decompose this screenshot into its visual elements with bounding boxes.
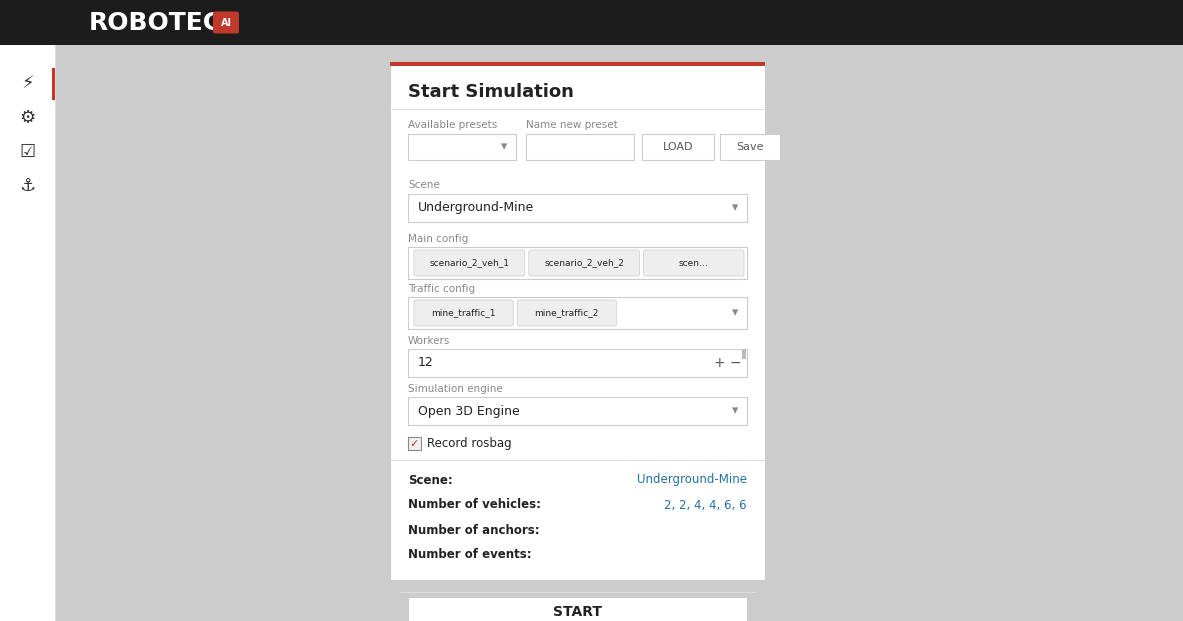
Text: Start Simulation: Start Simulation bbox=[408, 83, 574, 101]
Text: LOAD: LOAD bbox=[662, 142, 693, 152]
Text: Number of events:: Number of events: bbox=[408, 548, 531, 561]
Bar bbox=[408, 597, 746, 621]
Bar bbox=[742, 349, 746, 359]
Text: 12: 12 bbox=[418, 356, 434, 369]
Text: Scene: Scene bbox=[408, 180, 440, 190]
Text: ⚓: ⚓ bbox=[19, 177, 35, 195]
Text: ⚙: ⚙ bbox=[19, 109, 35, 127]
Bar bbox=[408, 397, 746, 425]
Text: ▾: ▾ bbox=[732, 307, 738, 319]
Bar bbox=[0, 0, 1183, 45]
FancyBboxPatch shape bbox=[644, 250, 744, 276]
Text: Traffic config: Traffic config bbox=[408, 284, 476, 294]
Bar bbox=[408, 349, 746, 377]
Bar bbox=[408, 247, 746, 279]
Text: scenario_2_veh_2: scenario_2_veh_2 bbox=[544, 258, 625, 268]
Text: ▾: ▾ bbox=[500, 140, 508, 153]
Text: 2, 2, 4, 4, 6, 6: 2, 2, 4, 4, 6, 6 bbox=[665, 499, 746, 512]
Text: ✓: ✓ bbox=[409, 438, 419, 448]
Bar bbox=[408, 437, 421, 450]
Bar bbox=[408, 297, 746, 329]
Text: Workers: Workers bbox=[408, 336, 451, 346]
Text: AI: AI bbox=[220, 17, 232, 27]
Text: Save: Save bbox=[736, 142, 764, 152]
FancyBboxPatch shape bbox=[517, 300, 616, 326]
Bar bbox=[390, 62, 765, 66]
Bar bbox=[642, 134, 715, 160]
Text: Number of vehicles:: Number of vehicles: bbox=[408, 499, 541, 512]
FancyBboxPatch shape bbox=[390, 62, 765, 580]
Bar bbox=[0, 45, 54, 621]
Text: Name new preset: Name new preset bbox=[526, 120, 618, 130]
Text: Main config: Main config bbox=[408, 234, 468, 244]
Text: Simulation engine: Simulation engine bbox=[408, 384, 503, 394]
Text: Scene:: Scene: bbox=[408, 473, 453, 486]
Text: ▾: ▾ bbox=[732, 201, 738, 214]
Text: −: − bbox=[729, 356, 741, 370]
Text: ▾: ▾ bbox=[732, 404, 738, 417]
Text: mine_traffic_1: mine_traffic_1 bbox=[432, 309, 496, 317]
Text: ROBOTEC: ROBOTEC bbox=[89, 11, 221, 35]
Text: START: START bbox=[552, 605, 602, 619]
Bar bbox=[526, 134, 634, 160]
Text: Available presets: Available presets bbox=[408, 120, 497, 130]
Text: ☑: ☑ bbox=[19, 143, 35, 161]
Text: scen…: scen… bbox=[679, 258, 709, 268]
Bar bbox=[408, 194, 746, 222]
FancyBboxPatch shape bbox=[414, 250, 525, 276]
Text: mine_traffic_2: mine_traffic_2 bbox=[535, 309, 599, 317]
Text: ⚡: ⚡ bbox=[21, 75, 34, 93]
Text: Open 3D Engine: Open 3D Engine bbox=[418, 404, 519, 417]
Text: Record rosbag: Record rosbag bbox=[427, 437, 511, 450]
FancyBboxPatch shape bbox=[529, 250, 640, 276]
Bar bbox=[408, 134, 516, 160]
Bar bbox=[52, 68, 54, 100]
Text: +: + bbox=[713, 356, 725, 370]
FancyBboxPatch shape bbox=[414, 300, 513, 326]
Text: Underground-Mine: Underground-Mine bbox=[418, 201, 535, 214]
Text: Number of anchors:: Number of anchors: bbox=[408, 524, 539, 537]
Text: Underground-Mine: Underground-Mine bbox=[636, 473, 746, 486]
FancyBboxPatch shape bbox=[213, 12, 239, 34]
Bar bbox=[720, 134, 780, 160]
Text: scenario_2_veh_1: scenario_2_veh_1 bbox=[429, 258, 510, 268]
